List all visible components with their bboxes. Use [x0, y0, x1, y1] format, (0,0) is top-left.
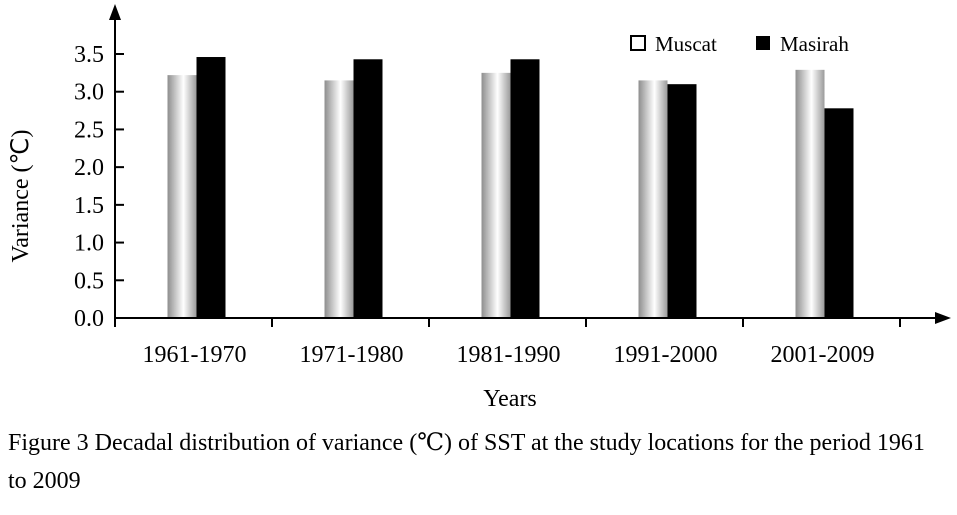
x-tick-label: 1981-1990: [457, 342, 561, 368]
y-axis-ticks: 0.0 0.5 1.0 1.5 2.0 2.5 3.0 3.5: [74, 42, 124, 332]
x-tick-label: 1971-1980: [300, 342, 404, 368]
x-tick-label: 2001-2009: [771, 342, 875, 368]
bar-masirah-1991-2000: [667, 84, 697, 319]
figure-caption: Figure 3 Decadal distribution of varianc…: [8, 430, 925, 494]
x-tick-label: 1991-2000: [614, 342, 718, 368]
bar-muscat-1961-1970: [167, 75, 197, 319]
x-axis-arrow: [935, 312, 951, 324]
bar-chart: 0.0 0.5 1.0 1.5 2.0 2.5 3.0 3.5 1961-1970 1971-1…: [8, 4, 951, 412]
y-axis-title: Variance (℃): [8, 130, 34, 263]
bar-muscat-1991-2000: [638, 80, 668, 319]
y-tick-label: 3.0: [74, 80, 104, 106]
legend-label-muscat: Muscat: [655, 32, 717, 56]
x-axis-tick-labels: 1961-1970 1971-1980 1981-1990 1991-2000 2001…: [114, 318, 901, 368]
x-axis-title: Years: [483, 386, 537, 412]
legend-swatch-masirah: [756, 36, 770, 50]
y-tick-label: 3.5: [74, 42, 104, 68]
y-tick-label: 1.5: [74, 193, 104, 219]
bar-muscat-1981-1990: [481, 72, 511, 318]
bar-muscat-1971-1980: [324, 80, 354, 319]
bar-masirah-1971-1980: [353, 59, 383, 318]
bar-masirah-1981-1990: [510, 59, 540, 318]
bar-masirah-1961-1970: [196, 57, 226, 318]
legend-label-masirah: Masirah: [780, 32, 849, 56]
y-tick-label: 2.0: [74, 155, 104, 181]
y-tick-label: 0.0: [74, 306, 104, 332]
y-axis-arrow: [109, 4, 121, 20]
y-tick-label: 0.5: [74, 268, 104, 294]
legend: Muscat Masirah: [630, 32, 849, 56]
bars: [167, 57, 854, 319]
bar-muscat-2001-2009: [795, 69, 825, 318]
y-tick-label: 2.5: [74, 117, 104, 143]
bar-masirah-2001-2009: [824, 108, 854, 319]
y-tick-label: 1.0: [74, 231, 104, 257]
x-tick-label: 1961-1970: [143, 342, 247, 368]
legend-swatch-muscat: [630, 35, 646, 51]
